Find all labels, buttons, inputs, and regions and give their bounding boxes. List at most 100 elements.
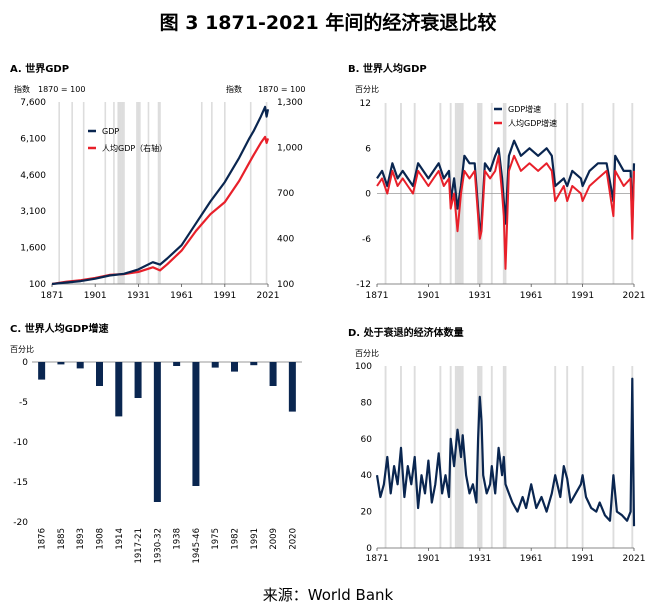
panel-a-recession-band-9 [123,102,125,284]
panel-a-recession-band-1 [71,102,73,284]
panel-a-recession-band-3 [104,102,107,284]
panel-a-y-right-tick-2: 700 [277,189,294,199]
panel-c-bar-9 [211,362,219,368]
panel-b-x-tick-label-3: 1961 [520,291,543,301]
panel-d-x-tick-label-5: 2021 [623,554,646,564]
panel-b-y-tick-4: -12 [356,280,371,290]
panel-c-category-label-7: 1938 [173,528,183,550]
figure-title: 图 3 1871-2021 年间的经济衰退比较 [159,12,497,34]
panel-c-bar-3 [96,362,103,386]
panel-c-category-label-13: 2020 [288,528,298,550]
panel-d-title: D. 处于衰退的经济体数量 [348,326,464,339]
panel-a-y-right-tick-4: 100 [277,280,294,290]
panel-b-series-per-capita-growth-line [376,154,635,270]
panel-a-y-left-tick-0: 7,600 [20,98,46,108]
panel-c-bar-5 [134,362,142,398]
panel-c-title: C. 世界人均GDP增速 [10,322,108,335]
panel-d-recession-band-11 [478,366,481,548]
panel-a-x-tick-label-2: 1931 [127,291,150,301]
panel-a-recession-band-18 [224,102,226,284]
panel-d-recession-band-12 [480,366,483,548]
panel-a-y-right-tick-3: 400 [277,235,294,245]
panel-d-x-tick-label-2: 1931 [468,554,491,564]
source-note: 来源：World Bank [262,586,394,604]
panel-a-y-right-tick-0: 1,300 [277,98,303,108]
panel-a-recession-band-20 [265,102,268,284]
panel-c-ylabel: 百分比 [10,344,34,354]
panel-a-y-left-tick-1: 6,100 [20,134,46,144]
panel-a-recession-band-8 [121,102,124,284]
panel-a-series-gdp-line [51,105,270,286]
panel-c-category-label-5: 1917-21 [134,528,144,564]
panel-b-y-tick-2: 0 [365,190,371,200]
panel-a-recession-band-5 [117,102,120,284]
panel-b-x-tick-label-1: 1901 [417,291,440,301]
panel-a-x-tick-label-5: 2021 [257,291,280,301]
panel-b-x-tick-label-5: 2021 [623,291,646,301]
panel-c-category-label-3: 1908 [96,528,106,550]
panel-c-y-tick-4: -20 [13,518,28,528]
panel-c-bar-7 [173,362,181,366]
panel-d-recession-band-0 [384,366,387,548]
panel-d-x-tick-label-4: 1991 [571,554,594,564]
panel-a-recession-band-13 [147,102,150,284]
panel-c-category-label-6: 1930-32 [153,528,163,564]
panel-b-x-tick-label-0: 1871 [366,291,389,301]
panel-d-recession-band-9 [461,366,464,548]
panel-c-bar-4 [115,362,123,417]
panel-a-ylabel-left: 指数 [14,84,30,94]
panel-d-recession-band-15 [504,366,507,548]
panel-d-ylabel: 百分比 [355,348,379,358]
panel-d-y-tick-5: 0 [366,544,372,554]
panel-c-category-label-4: 1914 [115,528,125,550]
panel-d-recession-band-13 [490,366,493,548]
panel-a-y-right-tick-1: 1,000 [277,144,303,154]
panel-c-bar-13 [288,362,296,412]
panel-a-title: A. 世界GDP [10,62,69,75]
panel-d-recession-band-17 [566,366,569,548]
panel-d-x-tick-label-1: 1901 [417,554,440,564]
panel-c-category-label-9: 1975 [211,528,221,550]
panel-d-series-line [375,377,636,527]
panel-d-y-tick-1: 80 [361,398,373,408]
panel-d-recession-band-6 [456,366,459,548]
panel-d-x-tick-label-3: 1961 [520,554,543,564]
panel-a-recession-band-15 [159,102,161,284]
panel-c-category-label-0: 1876 [38,528,48,550]
panel-c-y-tick-1: -5 [19,398,28,408]
panel-a-note-right: 1870 = 100 [258,85,305,94]
panel-a-x-tick-label-4: 1991 [213,291,236,301]
panel-b-y-tick-1: 6 [365,144,371,154]
panel-c-y-tick-2: -10 [13,438,28,448]
panel-c-bar-2 [76,362,84,369]
panel-c-bar-12 [269,362,277,386]
panel-b-legend-label-gdp-growth: GDP增速 [508,104,541,114]
panel-a-note-left: 1870 = 100 [38,85,85,94]
panel-c-bar-10 [231,362,238,372]
panel-a-recession-band-14 [157,102,160,284]
panel-a-x-tick-label-0: 1871 [41,291,64,301]
panel-a-recession-band-2 [82,102,85,284]
panel-c-category-label-12: 2009 [269,528,279,550]
panel-b-y-tick-3: -6 [362,235,371,245]
panel-d-y-tick-0: 100 [355,362,372,372]
panel-d-recession-band-16 [554,366,557,548]
panel-a-recession-band-4 [113,102,115,284]
panel-a-recession-band-0 [58,102,60,284]
panel-b-title: B. 世界人均GDP [348,62,427,75]
panel-a-recession-band-6 [118,102,121,284]
panel-c-bar-1 [57,362,65,365]
panel-c-bar-8 [192,362,200,486]
panel-a-x-tick-label-1: 1901 [84,291,107,301]
panel-a-recession-band-17 [211,102,213,284]
panel-a-legend-label-per-capita: 人均GDP（右轴） [102,143,167,153]
panel-c-bar-6 [153,362,161,502]
panel-c-y-tick-0: 0 [22,358,28,368]
panel-d-y-tick-2: 60 [361,435,373,445]
panel-a-recession-band-11 [137,102,140,284]
panel-a-legend-label-gdp: GDP [102,127,119,136]
panel-a-y-left-tick-4: 1,600 [20,244,46,254]
panel-a-recession-band-16 [200,102,203,284]
panel-d-y-tick-3: 40 [361,471,373,481]
panel-a-ylabel-right: 指数 [226,84,242,94]
